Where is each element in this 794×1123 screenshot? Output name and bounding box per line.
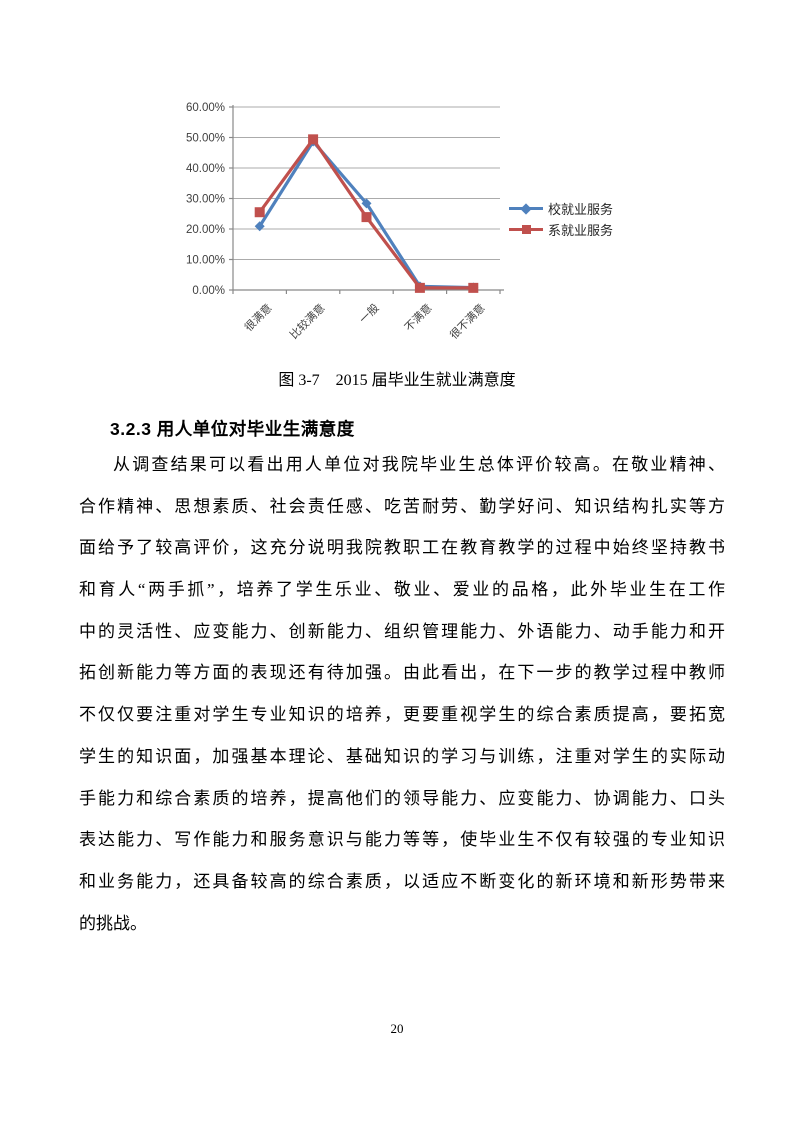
body-paragraph: 从调查结果可以看出用人单位对我院毕业生总体评价较高。在敬业精神、合作精神、思想素… [79,444,725,944]
section-heading: 3.2.3 用人单位对毕业生满意度 [110,419,355,439]
paragraph-line: 和育人“两手抓”，培养了学生乐业、敬业、爱业的品格，此外毕业生在工作 [79,580,725,600]
paragraph-line: 和业务能力，还具备较高的综合素质，以适应不断变化的新环境和新形势带来 [79,871,725,891]
y-tick-label: 50.00% [186,133,225,145]
page-number: 20 [390,1021,404,1036]
paragraph-line: 拓创新能力等方面的表现还有待加强。由此看出，在下一步的教学过程中教师 [79,663,725,683]
data-point-diamond [254,221,265,232]
chart-canvas: 0.00% 10.00% 20.00% 30.00% 40.00% 50.00% 60.00… [186,102,504,297]
paragraph-line: 表达能力、写作能力和服务意识与能力等等，使毕业生不仅有较强的专业知识 [79,830,725,850]
paragraph-line: 学生的知识面，加强基本理论、基础知识的学习与训练，注重对学生的实际动 [79,746,725,766]
legend-item-department-service: 系就业服务 [509,221,613,238]
y-tick-label: 10.00% [186,255,225,267]
legend-swatch [509,223,543,236]
data-point-square [254,207,265,218]
y-tick-label: 30.00% [186,194,225,206]
data-point-square [414,282,425,293]
data-point-square [361,212,372,223]
figure-caption: 图 3-7 2015 届毕业生就业满意度 [278,372,516,389]
data-point-diamond [361,198,372,209]
legend-label: 校就业服务 [548,202,614,217]
paragraph-line: 不仅仅要注重对学生专业知识的培养，更要重视学生的综合素质提高，要拓宽 [79,705,725,725]
paragraph-line: 合作精神、思想素质、社会责任感、吃苦耐劳、勤学好问、知识结构扎实等方 [79,496,725,516]
legend-swatch [509,202,543,215]
legend-label: 系就业服务 [548,223,614,238]
y-tick-label: 0.00% [192,285,225,297]
data-point-square [468,282,479,293]
data-point-square [308,134,319,145]
y-tick-label: 40.00% [186,163,225,175]
legend-marker-square-icon [521,225,531,234]
y-tick-label: 20.00% [186,224,225,236]
employment-satisfaction-line-chart: 0.00% 10.00% 20.00% 30.00% 40.00% 50.00% 60.00… [168,78,728,390]
chart-legend: 校就业服务 系就业服务 [509,200,613,238]
paragraph-line: 从调查结果可以看出用人单位对我院毕业生总体评价较高。在敬业精神、 [113,455,725,474]
legend-marker-diamond-icon [520,202,532,215]
paragraph-line: 中的灵活性、应变能力、创新能力、组织管理能力、外语能力、动手能力和开 [79,621,725,641]
paragraph-line: 手能力和综合素质的培养，提高他们的领导能力、应变能力、协调能力、口头 [79,788,725,808]
legend-item-school-service: 校就业服务 [509,200,613,217]
paragraph-line: 的挑战。 [79,913,147,933]
paragraph-line: 面给予了较高评价，这充分说明我院教职工在教育教学的过程中始终坚持教书 [79,538,725,558]
y-tick-label: 60.00% [186,102,225,114]
